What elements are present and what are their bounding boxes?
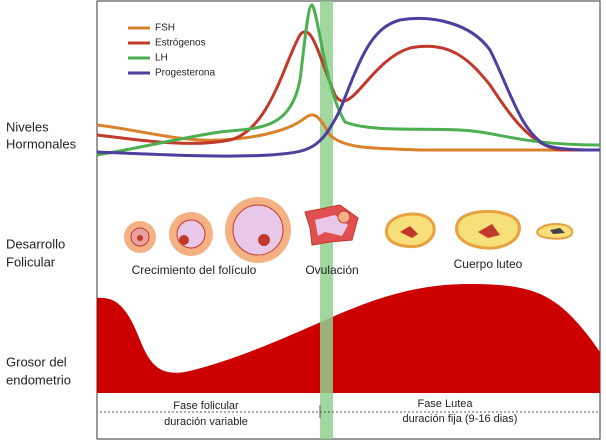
progesterone-curve [96, 17, 601, 158]
legend-label: FSH [155, 23, 175, 34]
oocyte [337, 210, 351, 224]
follicles [124, 197, 574, 263]
label-bg [160, 399, 250, 410]
stage-label: Ovulación [305, 263, 358, 277]
oocyte [179, 235, 189, 245]
endometrium [97, 284, 600, 393]
row-label: Grosor del [6, 354, 67, 369]
legend-label: Progesterona [155, 68, 215, 79]
corpus-core [400, 226, 418, 238]
legend: FSH Estrógenos LH Progesterona [128, 23, 215, 79]
row-label: endometrio [6, 372, 71, 387]
oocyte [258, 234, 270, 246]
phase-title: Fase Lutea [417, 398, 473, 410]
legend-label: Estrógenos [155, 38, 206, 49]
phase-note: duración variable [164, 416, 248, 428]
phase-note: duración fija (9-16 dias) [403, 413, 518, 425]
legend-label: LH [155, 53, 168, 64]
corpus-core [478, 224, 500, 238]
row-label: Desarrollo [6, 236, 65, 251]
label-bg [412, 399, 478, 410]
row-label: Hormonales [6, 136, 77, 151]
follicle-core [232, 204, 284, 256]
hormone-curves [96, 3, 601, 158]
row-label: Niveles [6, 119, 49, 134]
stage-label: Cuerpo luteo [454, 257, 523, 271]
fsh-curve [96, 113, 600, 152]
stage-label: Crecimiento del folículo [132, 263, 257, 277]
oocyte [137, 235, 143, 241]
corpus-core [550, 228, 565, 234]
lh-curve [96, 3, 601, 157]
phase-title: Fase folicular [173, 400, 239, 412]
row-label: Folicular [6, 254, 56, 269]
